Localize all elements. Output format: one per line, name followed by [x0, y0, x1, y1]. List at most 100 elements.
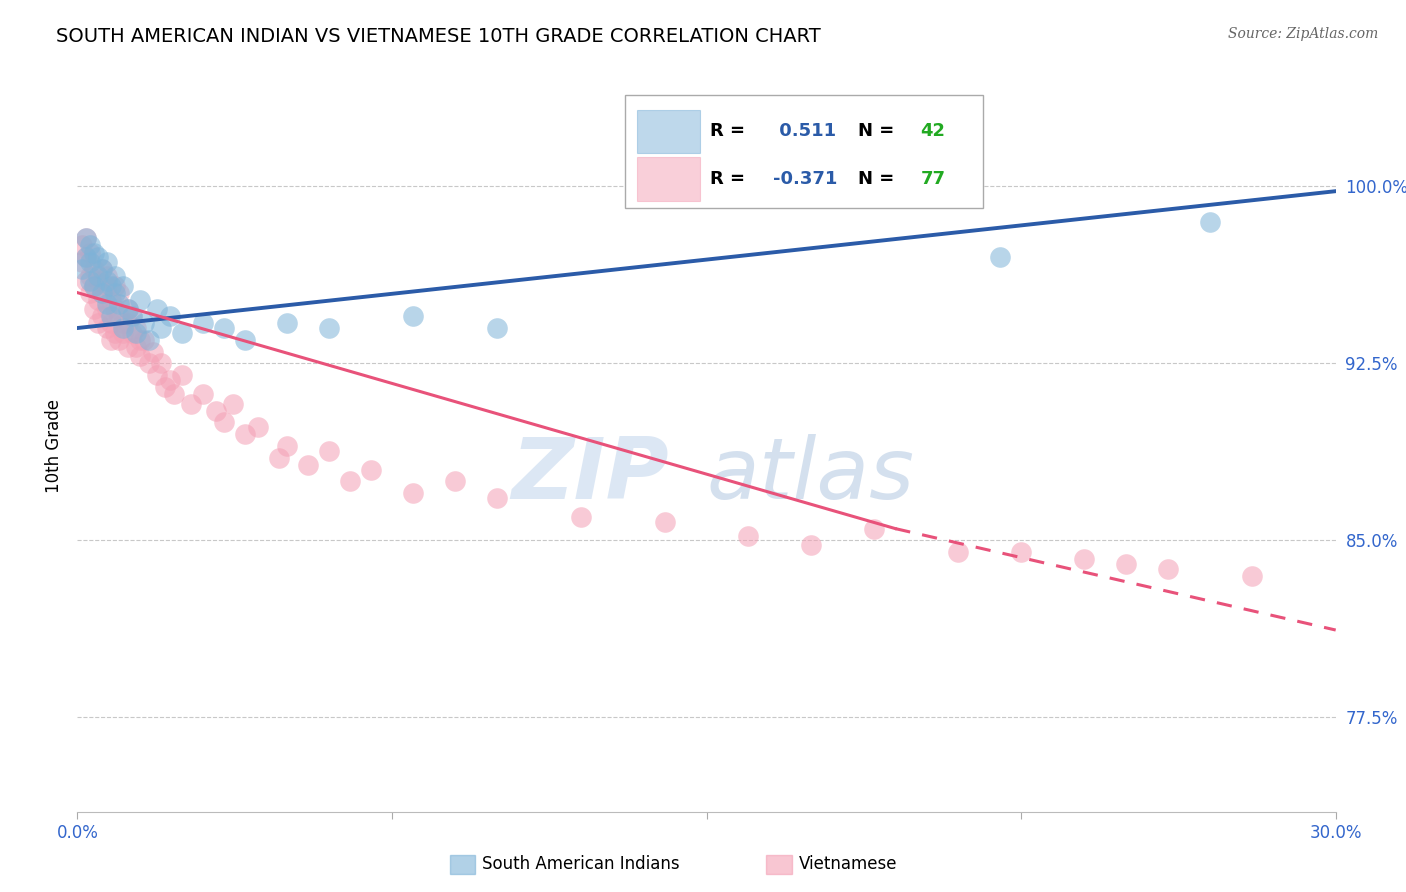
Point — [112, 316, 135, 330]
Point — [91, 262, 114, 277]
Point — [191, 316, 215, 330]
Point — [83, 245, 105, 260]
Point — [339, 475, 361, 489]
Point — [96, 297, 118, 311]
Point — [87, 293, 110, 307]
Point — [117, 340, 139, 354]
Point — [70, 238, 93, 252]
Point — [121, 310, 143, 324]
Text: 0.511: 0.511 — [773, 122, 837, 140]
Point — [1240, 568, 1263, 582]
Point — [402, 310, 425, 324]
Text: 42: 42 — [921, 122, 945, 140]
Point — [737, 529, 759, 543]
Point — [75, 231, 97, 245]
Point — [221, 396, 243, 410]
Text: SOUTH AMERICAN INDIAN VS VIETNAMESE 10TH GRADE CORRELATION CHART: SOUTH AMERICAN INDIAN VS VIETNAMESE 10TH… — [56, 27, 821, 45]
Point — [79, 255, 101, 269]
Point — [129, 349, 152, 363]
Point — [117, 302, 139, 317]
Point — [1157, 562, 1180, 576]
Point — [125, 326, 148, 340]
Point — [91, 285, 114, 300]
Point — [318, 321, 340, 335]
Point — [318, 443, 340, 458]
Point — [87, 316, 110, 330]
Point — [83, 302, 105, 317]
Point — [125, 321, 148, 335]
Point — [212, 416, 235, 430]
Point — [112, 326, 135, 340]
Text: Vietnamese: Vietnamese — [799, 855, 897, 873]
Point — [485, 321, 508, 335]
Point — [87, 250, 110, 264]
Point — [100, 278, 122, 293]
Point — [233, 333, 256, 347]
Point — [96, 278, 118, 293]
Text: N =: N = — [858, 170, 900, 188]
Point — [96, 269, 118, 284]
Point — [233, 427, 256, 442]
Point — [100, 293, 122, 307]
Point — [100, 310, 122, 324]
Point — [360, 462, 382, 476]
Point — [108, 285, 131, 300]
Point — [150, 321, 173, 335]
Point — [100, 316, 122, 330]
Point — [70, 262, 93, 277]
Point — [117, 316, 139, 330]
Point — [125, 340, 148, 354]
Point — [104, 285, 127, 300]
Point — [104, 278, 127, 293]
Point — [1115, 557, 1137, 571]
Point — [129, 333, 152, 347]
Point — [1073, 552, 1095, 566]
Point — [87, 274, 110, 288]
Text: South American Indians: South American Indians — [482, 855, 681, 873]
Point — [948, 545, 970, 559]
Point — [1199, 215, 1222, 229]
Point — [91, 285, 114, 300]
Point — [104, 326, 127, 340]
Text: atlas: atlas — [707, 434, 914, 516]
Point — [79, 274, 101, 288]
Point — [146, 302, 169, 317]
Point — [444, 475, 467, 489]
Point — [83, 278, 105, 293]
Point — [138, 356, 160, 370]
Text: 77: 77 — [921, 170, 945, 188]
Point — [276, 439, 298, 453]
Point — [91, 310, 114, 324]
Point — [100, 333, 122, 347]
Point — [83, 278, 105, 293]
Point — [79, 269, 101, 284]
Point — [75, 231, 97, 245]
Point — [191, 387, 215, 401]
Point — [112, 321, 135, 335]
Point — [172, 368, 194, 383]
Text: R =: R = — [710, 170, 752, 188]
FancyBboxPatch shape — [637, 110, 700, 153]
Point — [79, 238, 101, 252]
Point — [863, 522, 886, 536]
Point — [117, 302, 139, 317]
Point — [112, 278, 135, 293]
Point — [204, 403, 226, 417]
Text: N =: N = — [858, 122, 900, 140]
Point — [108, 310, 131, 324]
Point — [104, 302, 127, 317]
Point — [87, 269, 110, 284]
Point — [129, 293, 152, 307]
Point — [297, 458, 319, 472]
Point — [121, 310, 143, 324]
Y-axis label: 10th Grade: 10th Grade — [45, 399, 63, 493]
Point — [138, 333, 160, 347]
Point — [96, 321, 118, 335]
Point — [1010, 545, 1032, 559]
Point — [134, 333, 156, 347]
Point — [159, 373, 181, 387]
Point — [485, 491, 508, 505]
Point — [75, 274, 97, 288]
Point — [142, 344, 165, 359]
Text: ZIP: ZIP — [512, 434, 669, 516]
